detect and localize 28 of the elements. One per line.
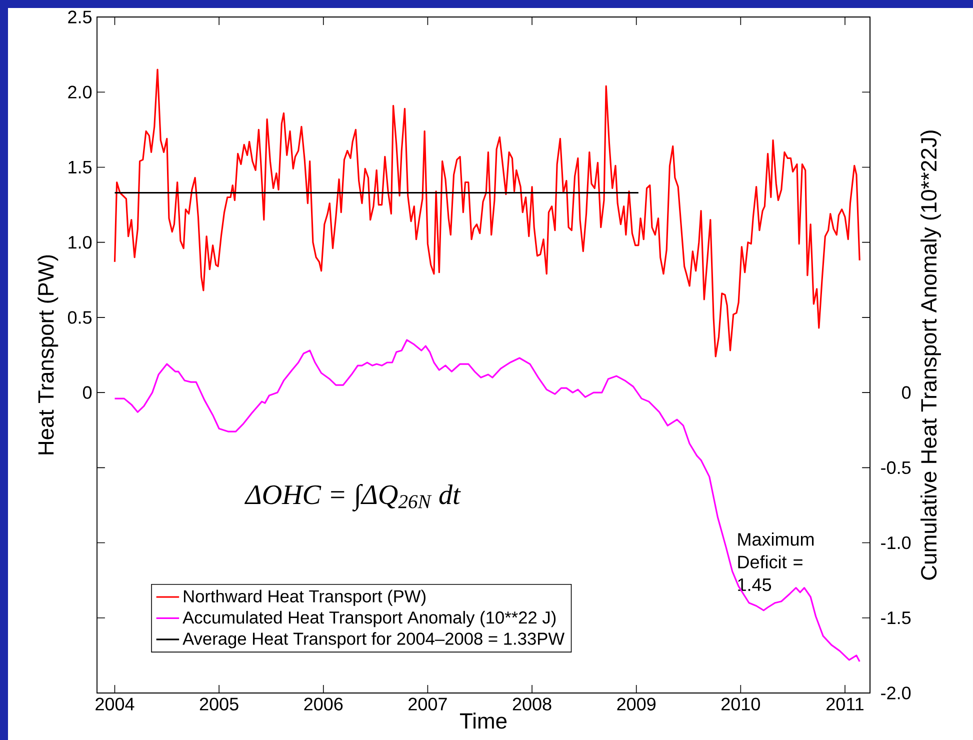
y2-tick-label: -2.0 bbox=[881, 686, 911, 700]
y-axis-title: Heat Transport (PW) bbox=[38, 255, 58, 454]
x-tick-label: 2004 bbox=[96, 698, 134, 710]
y-tick-label: 0.5 bbox=[68, 311, 92, 324]
legend-label: Accumulated Heat Transport Anomaly (10**22 J) bbox=[182, 610, 556, 628]
y-tick-label: 1.0 bbox=[68, 236, 92, 249]
y2-tick-label: -1.5 bbox=[881, 612, 911, 624]
legend-label: Average Heat Transport for 2004–2008 = 1.33PW bbox=[182, 632, 564, 648]
annotation: ΔOHC = ∫ΔQ$_{26N}$ dt bbox=[244, 484, 461, 512]
y2-tick-label: -0.5 bbox=[881, 461, 911, 474]
y-tick-label: 2.0 bbox=[68, 86, 92, 98]
line-series bbox=[114, 339, 860, 662]
y2-tick-label: -1.0 bbox=[881, 536, 911, 550]
legend-label: Northward Heat Transport (PW) bbox=[184, 590, 426, 606]
annotation: Maximum Deficit = 1.45 bbox=[738, 532, 814, 592]
x-tick-label: 2010 bbox=[722, 698, 760, 710]
x-tick-label: 2008 bbox=[512, 698, 552, 710]
x-tick-label: 2006 bbox=[304, 698, 343, 710]
y2-axis-title: Cumulative Heat Transport Anomaly (10**22J) bbox=[920, 130, 941, 580]
x-tick-label: 2011 bbox=[826, 698, 864, 710]
x-tick-label: 2005 bbox=[200, 698, 238, 710]
y-tick-label: 2.5 bbox=[68, 10, 92, 24]
y-tick-label: 1.5 bbox=[68, 160, 92, 174]
x-tick-label: 2007 bbox=[408, 698, 447, 710]
x-tick-label: 2009 bbox=[617, 698, 656, 710]
y2-tick-label: 0 bbox=[902, 386, 911, 399]
y-tick-label: 0 bbox=[82, 386, 92, 399]
x-axis-title: Time bbox=[460, 712, 507, 729]
